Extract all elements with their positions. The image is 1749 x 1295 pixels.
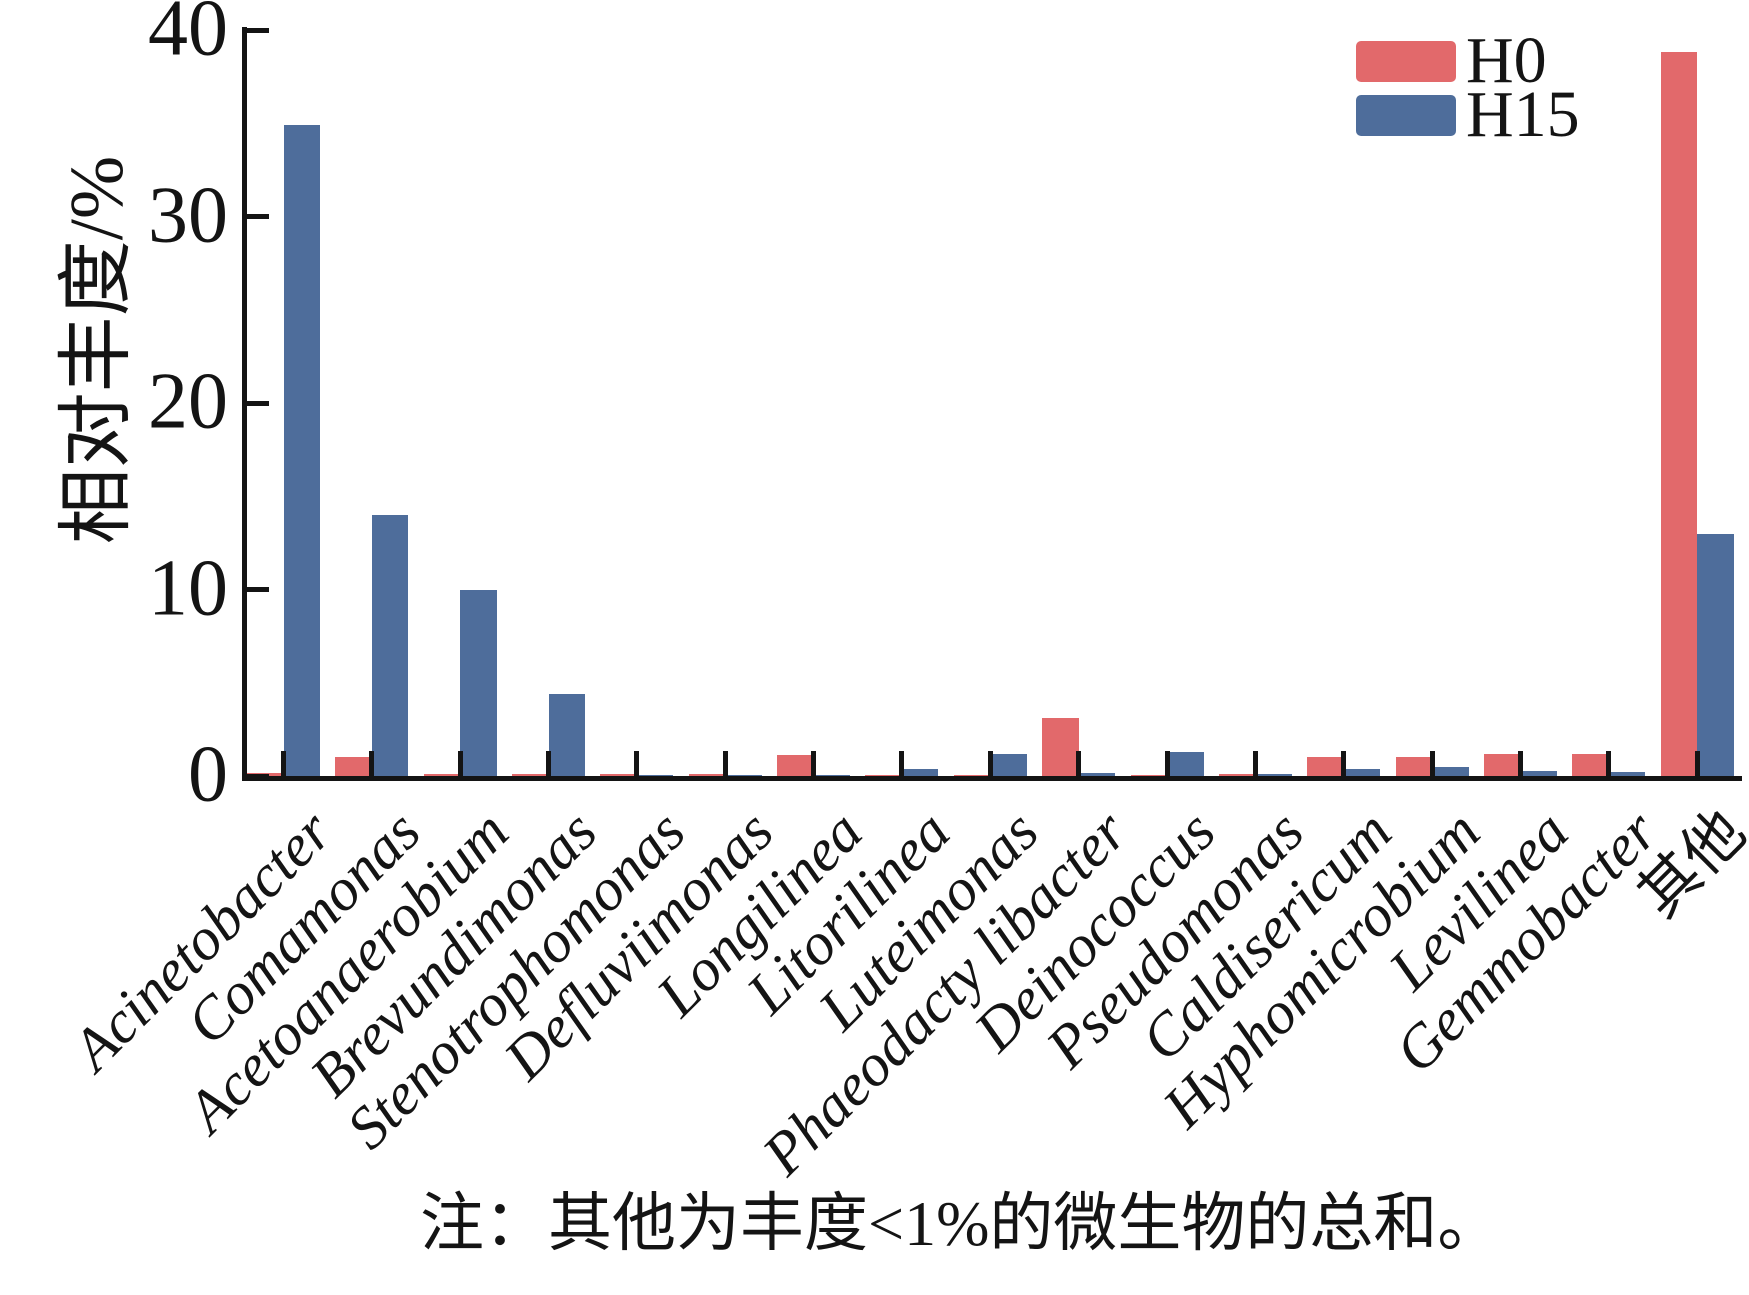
bar-H15-Acetoanaerobium (460, 589, 497, 776)
x-axis-label-其他: 其他 (1626, 797, 1749, 930)
figure-note: 注：其他为丰度<1%的微生物的总和。 (420, 1188, 1502, 1259)
y-tick-label-0: 0 (188, 730, 228, 819)
legend-item-h15: H15 (1356, 82, 1580, 148)
bar-H0-Comamonas (335, 757, 372, 776)
x-tick-Defluviimonas (722, 751, 728, 776)
y-axis-line (242, 27, 247, 781)
x-tick-Hyphomicrobium (1429, 751, 1435, 776)
x-tick-Luteimonas (987, 751, 993, 776)
x-tick-Gemmobacter (1606, 751, 1612, 776)
x-tick-Deinococcus (1164, 751, 1170, 776)
y-tick-0 (247, 773, 269, 779)
bar-H0-Pseudomonas (1218, 774, 1256, 776)
bar-H15-Litorilinea (901, 768, 939, 776)
bar-H15-Pseudomonas (1255, 774, 1292, 776)
x-tick-Acetoanaerobium (457, 751, 463, 776)
bar-H0-Stenotrophomonas (600, 774, 637, 776)
bar-H15-Comamonas (371, 514, 409, 776)
bar-H15-Phaeodacty libacter (1078, 773, 1116, 776)
y-tick-40 (247, 27, 269, 33)
y-tick-20 (247, 400, 269, 406)
legend-item-h0: H0 (1356, 28, 1580, 94)
bar-H0-Caldisericum (1307, 757, 1344, 776)
bar-H15-Deinococcus (1167, 751, 1204, 776)
x-tick-Caldisericum (1341, 751, 1347, 776)
bar-H15-其他 (1697, 533, 1734, 776)
x-axis-line (242, 776, 1742, 781)
x-tick-Comamonas (369, 751, 375, 776)
bar-H0-其他 (1660, 52, 1698, 776)
bar-H15-Defluviimonas (725, 775, 762, 776)
x-tick-Stenotrophomonas (634, 751, 640, 776)
bar-H0-Deinococcus (1130, 775, 1167, 776)
bar-H0-Defluviimonas (688, 774, 726, 776)
x-tick-Levilinea (1517, 751, 1523, 776)
bar-H0-Phaeodacty libacter (1042, 718, 1079, 776)
bar-H0-Acetoanaerobium (423, 774, 461, 776)
bar-H0-Longilinea (777, 755, 814, 776)
bar-H15-Acinetobacter (283, 125, 320, 776)
x-tick-Longilinea (811, 751, 817, 776)
bar-H15-Longilinea (813, 775, 851, 776)
x-tick-Phaeodacty libacter (1076, 751, 1082, 776)
bar-H15-Stenotrophomonas (636, 775, 674, 776)
x-tick-其他 (1694, 751, 1700, 776)
x-tick-Acinetobacter (281, 751, 286, 776)
y-tick-label-10: 10 (148, 543, 228, 632)
legend-swatch-h0 (1356, 40, 1456, 82)
bar-H0-Levilinea (1483, 753, 1521, 776)
legend: H0 H15 (1356, 28, 1580, 148)
bar-H15-Caldisericum (1343, 768, 1381, 776)
bar-H15-Luteimonas (990, 753, 1027, 776)
bar-H15-Hyphomicrobium (1432, 766, 1469, 776)
legend-swatch-h15 (1356, 94, 1456, 136)
x-tick-Pseudomonas (1252, 751, 1258, 776)
bar-H15-Gemmobacter (1608, 772, 1646, 776)
legend-label-h15: H15 (1466, 78, 1580, 151)
y-tick-label-30: 30 (148, 170, 228, 259)
y-tick-10 (247, 587, 269, 592)
bar-H0-Brevundimonas (512, 774, 549, 776)
y-tick-label-20: 20 (148, 357, 228, 446)
bar-H0-Litorilinea (865, 775, 902, 776)
bar-H0-Luteimonas (953, 775, 991, 776)
y-tick-label-40: 40 (148, 0, 228, 73)
legend-label-h0: H0 (1466, 24, 1547, 97)
bar-H15-Levilinea (1520, 771, 1557, 776)
bar-H0-Hyphomicrobium (1395, 757, 1433, 776)
x-tick-Brevundimonas (546, 751, 552, 776)
bar-H15-Brevundimonas (548, 693, 586, 776)
x-tick-Litorilinea (899, 751, 905, 776)
y-tick-30 (247, 214, 269, 219)
bar-H0-Gemmobacter (1572, 753, 1609, 776)
